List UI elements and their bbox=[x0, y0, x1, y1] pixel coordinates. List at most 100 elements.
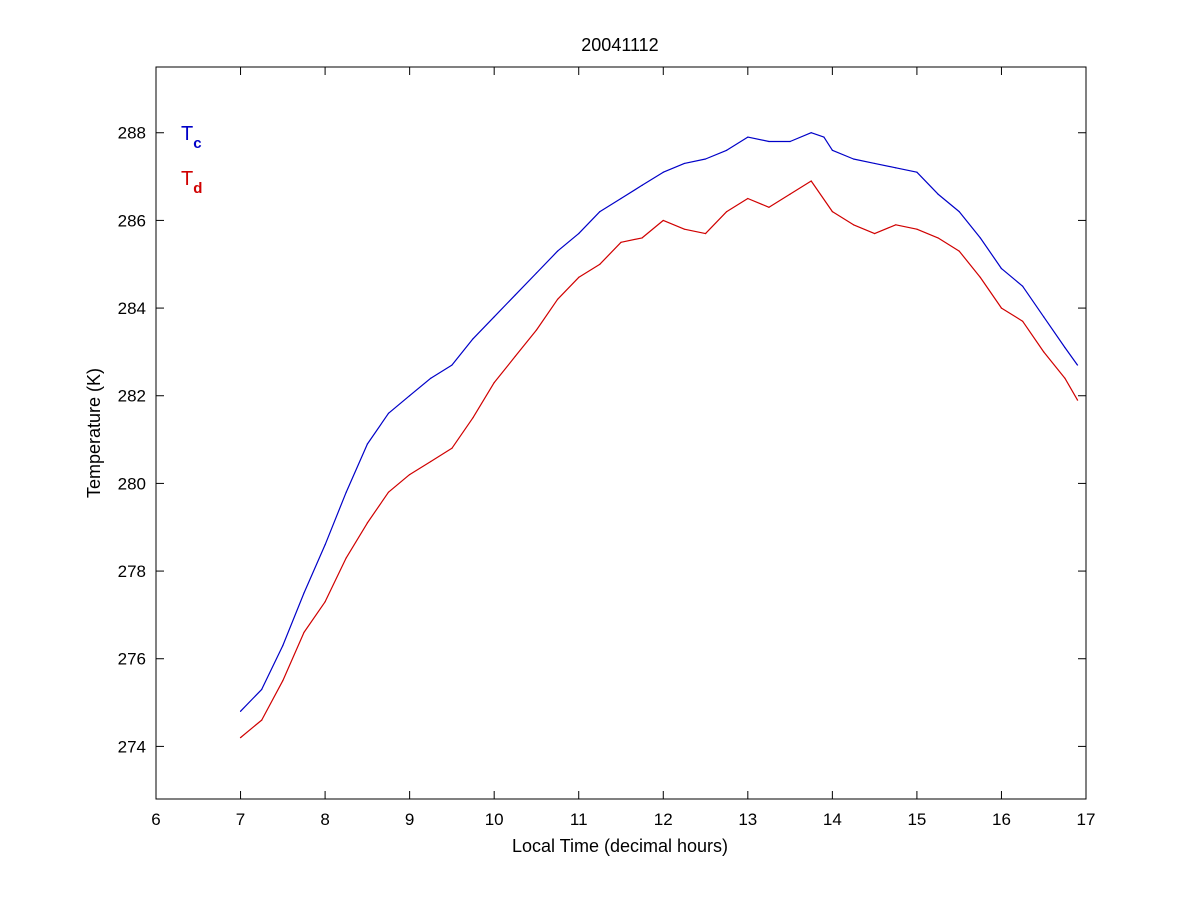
data-point-td bbox=[472, 417, 474, 419]
data-point-tc bbox=[387, 412, 390, 414]
data-point-tc bbox=[578, 232, 580, 235]
data-point-tc bbox=[810, 132, 812, 134]
x-tick-label: 11 bbox=[570, 810, 588, 829]
y-tick-label: 278 bbox=[118, 562, 146, 581]
data-point-tc bbox=[852, 158, 855, 160]
data-point-tc bbox=[1000, 268, 1003, 270]
data-point-td bbox=[493, 381, 495, 384]
data-point-td bbox=[556, 298, 559, 300]
data-point-tc bbox=[1076, 364, 1079, 366]
data-point-td bbox=[387, 491, 390, 493]
data-point-tc bbox=[874, 162, 876, 165]
data-point-td bbox=[895, 224, 897, 226]
x-tick-label: 8 bbox=[320, 810, 329, 829]
data-point-tc bbox=[535, 272, 538, 274]
y-tick-label: 288 bbox=[118, 124, 146, 143]
data-point-td bbox=[451, 447, 453, 449]
data-point-td bbox=[1000, 307, 1003, 309]
data-point-td bbox=[768, 206, 770, 208]
x-tick-label: 12 bbox=[654, 810, 673, 829]
data-point-td bbox=[1043, 351, 1045, 353]
x-tick-label: 6 bbox=[151, 810, 160, 829]
data-point-td bbox=[578, 276, 580, 278]
chart-title: 20041112 bbox=[581, 35, 658, 55]
data-point-td bbox=[683, 228, 686, 230]
data-point-tc bbox=[1064, 346, 1066, 349]
data-point-tc bbox=[493, 316, 495, 318]
data-point-td bbox=[430, 460, 432, 463]
data-point-tc bbox=[345, 491, 347, 493]
data-point-tc bbox=[823, 136, 825, 138]
plot-lines bbox=[239, 132, 1079, 739]
data-point-tc bbox=[472, 338, 474, 340]
x-tick-label: 14 bbox=[823, 810, 842, 829]
data-point-tc bbox=[430, 377, 432, 379]
legend-label: T bbox=[181, 123, 193, 145]
data-point-tc bbox=[324, 544, 326, 546]
data-point-td bbox=[514, 355, 516, 357]
data-point-tc bbox=[979, 237, 981, 239]
data-point-tc bbox=[683, 162, 686, 165]
data-point-td bbox=[958, 250, 960, 252]
data-point-tc bbox=[916, 171, 918, 173]
data-point-td bbox=[1021, 320, 1024, 322]
plot-area-frame bbox=[155, 66, 1087, 800]
data-point-tc bbox=[895, 167, 897, 169]
legend: Tc Td bbox=[181, 123, 202, 197]
x-tick-label: 17 bbox=[1077, 810, 1096, 829]
data-point-td bbox=[599, 263, 601, 265]
y-axis-label: Temperature (K) bbox=[84, 368, 104, 498]
data-point-tc bbox=[409, 395, 411, 397]
data-point-td bbox=[620, 241, 622, 243]
y-tick-label: 276 bbox=[118, 650, 146, 669]
x-tick-label: 16 bbox=[992, 810, 1011, 829]
data-point-tc bbox=[303, 592, 305, 594]
data-point-td bbox=[641, 237, 643, 239]
data-point-tc bbox=[704, 158, 707, 160]
data-point-td bbox=[324, 601, 326, 603]
data-point-td bbox=[1076, 399, 1079, 401]
y-tick-label: 282 bbox=[118, 387, 146, 406]
x-tick-label: 15 bbox=[907, 810, 926, 829]
data-point-td bbox=[704, 232, 707, 235]
data-point-tc bbox=[261, 688, 263, 691]
data-point-tc bbox=[641, 184, 643, 186]
data-point-tc bbox=[958, 211, 960, 213]
data-point-tc bbox=[599, 211, 601, 213]
data-point-tc bbox=[831, 149, 833, 151]
y-tick-label: 280 bbox=[118, 474, 146, 493]
legend-subscript: c bbox=[193, 135, 201, 152]
data-point-tc bbox=[282, 644, 284, 647]
data-point-td bbox=[662, 219, 664, 222]
x-tick-label: 10 bbox=[485, 810, 504, 829]
data-point-tc bbox=[1021, 285, 1024, 287]
data-point-td bbox=[747, 197, 749, 200]
data-point-tc bbox=[1043, 316, 1045, 318]
data-point-td bbox=[937, 237, 939, 239]
legend-entry-td: Td bbox=[181, 168, 202, 197]
data-point-tc bbox=[239, 710, 242, 712]
data-point-tc bbox=[620, 197, 622, 200]
data-point-td bbox=[789, 193, 791, 195]
data-point-td bbox=[535, 329, 538, 331]
data-point-td bbox=[874, 232, 876, 235]
data-point-td bbox=[409, 474, 411, 476]
data-point-td bbox=[239, 737, 242, 739]
legend-label: T bbox=[181, 168, 193, 190]
data-point-td bbox=[831, 211, 833, 213]
data-point-td bbox=[366, 522, 368, 524]
x-tick-label: 7 bbox=[236, 810, 245, 829]
data-point-td bbox=[916, 228, 918, 230]
data-point-tc bbox=[514, 294, 516, 296]
axis-tick-labels: 6 7 8 9 10 11 12 13 14 15 16 17 274 276 278 280 282 284 28… bbox=[118, 124, 1096, 829]
data-point-td bbox=[852, 224, 855, 226]
legend-entry-tc: Tc bbox=[181, 123, 202, 152]
y-tick-label: 284 bbox=[118, 299, 146, 318]
data-point-tc bbox=[768, 140, 770, 143]
series-line-tc bbox=[240, 132, 1078, 712]
data-point-td bbox=[1064, 377, 1066, 379]
x-tick-label: 13 bbox=[738, 810, 757, 829]
data-point-tc bbox=[747, 136, 749, 138]
y-tick-label: 286 bbox=[118, 211, 146, 230]
